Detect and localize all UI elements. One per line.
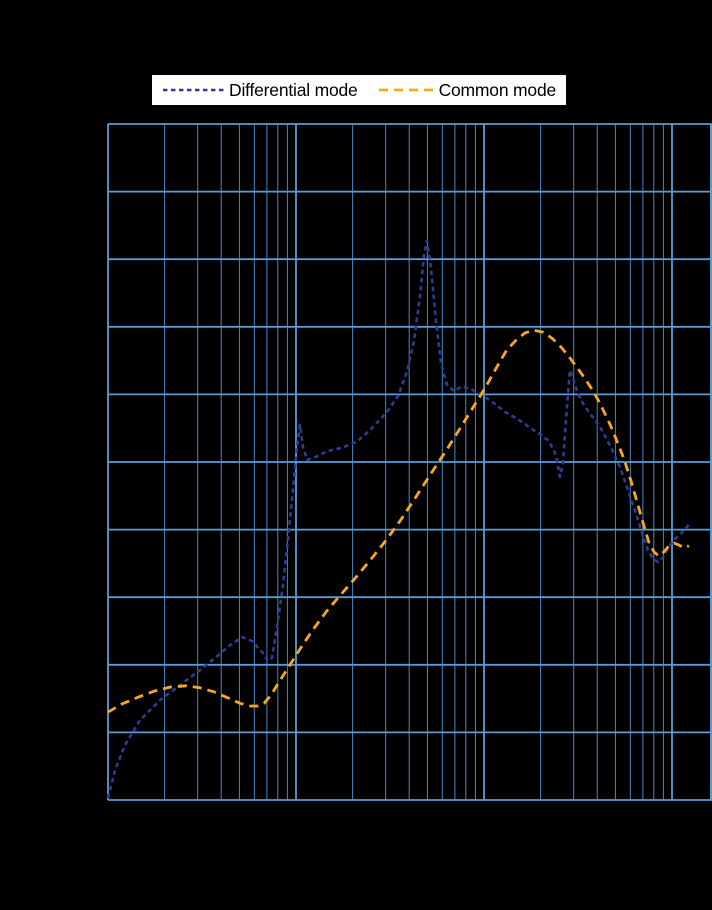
legend-label-differential-mode: Differential mode [229,79,358,100]
chart-legend: Differential mode Common mode [152,75,567,105]
common-mode-dash-icon [378,88,435,92]
legend-item-differential-mode: Differential mode [162,80,358,101]
legend-item-common-mode: Common mode [378,80,556,101]
differential-mode-dash-icon [163,88,225,92]
legend-label-common-mode: Common mode [438,79,557,100]
